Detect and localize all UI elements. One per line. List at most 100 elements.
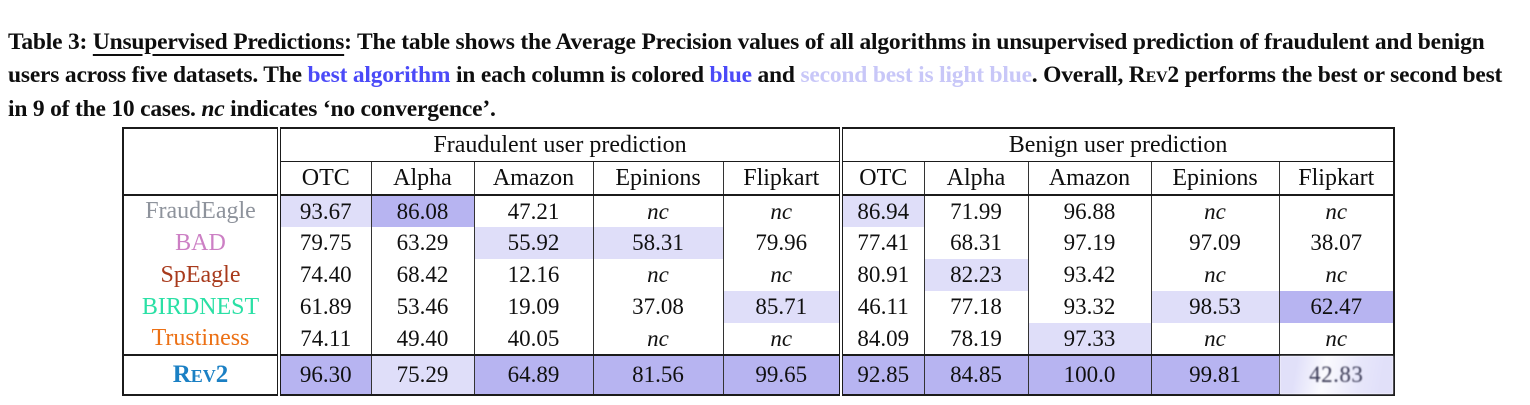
cell-fraudulent-amazon: 47.21 bbox=[473, 195, 593, 227]
cell-benign-epinions: nc bbox=[1150, 323, 1279, 355]
cell-benign-flipkart: nc bbox=[1278, 195, 1395, 227]
dataset-header-row: OTC Alpha Amazon Epinions Flipkart OTC A… bbox=[123, 161, 1395, 196]
caption-segment: Rev2 bbox=[1128, 62, 1179, 88]
table-row-trustiness: Trustiness 74.11 49.40 40.05 nc nc 84.09 78.19 9… bbox=[123, 323, 1395, 355]
caption-segment: and bbox=[751, 62, 801, 88]
table-row-rev2: Rev2 96.30 75.29 64.89 81.56 99.65 92.85 84.85 1… bbox=[123, 354, 1395, 395]
cell-benign-otc: 84.09 bbox=[839, 323, 924, 355]
table-row-speagle: SpEagle 74.40 68.42 12.16 nc nc 80.91 82.23 93.4… bbox=[123, 259, 1395, 291]
cell-fraudulent-otc: 61.89 bbox=[277, 291, 371, 323]
cell-fraudulent-epinions: 81.56 bbox=[592, 354, 723, 395]
table-row-bad: BAD 79.75 63.29 55.92 58.31 79.96 77.41 68.31 97… bbox=[123, 227, 1395, 259]
cell-fraudulent-flipkart: nc bbox=[722, 195, 841, 227]
cell-fraudulent-alpha: 63.29 bbox=[370, 227, 474, 259]
caption-segment: in each column is colored bbox=[450, 62, 710, 88]
table-row-birdnest: BIRDNEST 61.89 53.46 19.09 37.08 85.71 46.11 77… bbox=[123, 291, 1395, 323]
cell-fraudulent-amazon: 19.09 bbox=[473, 291, 593, 323]
caption-segment: . Overall, bbox=[1031, 62, 1129, 88]
cell-fraudulent-amazon: 55.92 bbox=[473, 227, 593, 259]
dataset-header-fraudulent-alpha: Alpha bbox=[370, 161, 474, 196]
caption-segment: indicates ‘no convergence’. bbox=[224, 95, 496, 122]
results-table: Fraudulent user prediction Benign user p… bbox=[122, 127, 1396, 396]
cell-benign-alpha: 78.19 bbox=[923, 323, 1028, 355]
group-header-benign: Benign user prediction bbox=[838, 128, 1395, 162]
cell-benign-amazon: 93.42 bbox=[1027, 259, 1151, 291]
dataset-header-benign-amazon: Amazon bbox=[1027, 161, 1151, 196]
dataset-header-fraudulent-amazon: Amazon bbox=[473, 161, 593, 196]
cell-fraudulent-amazon: 12.16 bbox=[473, 259, 593, 291]
cell-fraudulent-otc: 96.30 bbox=[277, 354, 371, 395]
group-header-row: Fraudulent user prediction Benign user p… bbox=[123, 128, 1395, 162]
caption-segment: Unsupervised Predictions bbox=[92, 28, 345, 55]
dataset-header-fraudulent-epinions: Epinions bbox=[592, 161, 723, 196]
cell-fraudulent-alpha: 86.08 bbox=[370, 195, 474, 227]
cell-fraudulent-alpha: 68.42 bbox=[370, 259, 474, 291]
caption-segment: second best is light blue bbox=[800, 62, 1032, 88]
cell-benign-epinions: 98.53 bbox=[1150, 291, 1279, 323]
dataset-header-benign-otc: OTC bbox=[839, 161, 924, 196]
cell-benign-amazon: 96.88 bbox=[1027, 195, 1151, 227]
empty-header-cell bbox=[123, 128, 279, 162]
cell-benign-epinions: nc bbox=[1150, 195, 1279, 227]
cell-fraudulent-epinions: nc bbox=[592, 323, 723, 355]
cell-benign-amazon: 97.33 bbox=[1027, 323, 1151, 355]
cell-fraudulent-otc: 79.75 bbox=[277, 227, 371, 259]
cell-benign-flipkart: nc bbox=[1278, 323, 1395, 355]
cell-fraudulent-flipkart: nc bbox=[722, 323, 841, 355]
cell-fraudulent-flipkart: 79.96 bbox=[722, 227, 841, 259]
cell-benign-flipkart: 62.47 bbox=[1278, 291, 1395, 323]
cell-fraudulent-otc: 74.11 bbox=[277, 323, 371, 355]
cell-benign-otc: 92.85 bbox=[839, 354, 924, 395]
dataset-header-benign-flipkart: Flipkart bbox=[1278, 161, 1395, 196]
cell-fraudulent-otc: 74.40 bbox=[277, 259, 371, 291]
cell-benign-amazon: 97.19 bbox=[1027, 227, 1151, 259]
cell-fraudulent-epinions: 37.08 bbox=[592, 291, 723, 323]
caption-segment: : The table shows the Average Precision … bbox=[8, 28, 1485, 89]
algorithm-label: BIRDNEST bbox=[141, 293, 260, 320]
cell-fraudulent-flipkart: nc bbox=[722, 259, 841, 291]
cell-fraudulent-epinions: 58.31 bbox=[592, 227, 723, 259]
cell-fraudulent-flipkart: 85.71 bbox=[722, 291, 841, 323]
dataset-header-fraudulent-otc: OTC bbox=[277, 161, 371, 196]
dataset-header-fraudulent-flipkart: Flipkart bbox=[722, 161, 841, 196]
cell-fraudulent-alpha: 75.29 bbox=[370, 354, 474, 395]
cell-benign-flipkart: 38.07 bbox=[1278, 227, 1395, 259]
cell-benign-alpha: 68.31 bbox=[923, 227, 1028, 259]
dataset-header-benign-epinions: Epinions bbox=[1150, 161, 1279, 196]
cell-benign-flipkart: nc bbox=[1278, 259, 1395, 291]
caption-segment: Table 3: bbox=[8, 28, 93, 55]
cell-fraudulent-otc: 93.67 bbox=[277, 195, 371, 227]
group-header-fraudulent: Fraudulent user prediction bbox=[277, 128, 841, 162]
algorithm-label: Rev2 bbox=[123, 354, 279, 395]
algorithm-label: SpEagle bbox=[160, 261, 241, 288]
cell-fraudulent-amazon: 40.05 bbox=[473, 323, 593, 355]
cell-benign-epinions: 97.09 bbox=[1150, 227, 1279, 259]
dataset-header-benign-alpha: Alpha bbox=[923, 161, 1028, 196]
empty-header-cell bbox=[123, 161, 279, 196]
cell-fraudulent-epinions: nc bbox=[592, 195, 723, 227]
cell-benign-otc: 77.41 bbox=[839, 227, 924, 259]
caption-segment: blue bbox=[709, 62, 753, 88]
algorithm-label: FraudEagle bbox=[145, 198, 256, 224]
cell-benign-epinions: nc bbox=[1150, 259, 1279, 291]
cell-fraudulent-epinions: nc bbox=[592, 259, 723, 291]
caption-segment: nc bbox=[201, 95, 225, 122]
cell-benign-alpha: 84.85 bbox=[923, 354, 1028, 395]
cell-benign-flipkart: 42.83 bbox=[1278, 354, 1395, 395]
table-caption: Table 3: Unsupervised Predictions: The t… bbox=[8, 26, 1526, 127]
cell-benign-amazon: 100.0 bbox=[1027, 354, 1151, 395]
cell-benign-otc: 46.11 bbox=[839, 291, 924, 323]
caption-segment: best algorithm bbox=[307, 62, 451, 88]
algorithm-label: BAD bbox=[175, 229, 226, 256]
cell-benign-alpha: 77.18 bbox=[923, 291, 1028, 323]
cell-fraudulent-amazon: 64.89 bbox=[473, 354, 593, 395]
cell-fraudulent-alpha: 49.40 bbox=[370, 323, 474, 355]
cell-benign-alpha: 71.99 bbox=[923, 195, 1028, 227]
caption-segment: performs the best or second best in 9 of… bbox=[8, 62, 1503, 122]
cell-benign-otc: 86.94 bbox=[839, 195, 924, 227]
cell-benign-otc: 80.91 bbox=[839, 259, 924, 291]
cell-benign-epinions: 99.81 bbox=[1150, 354, 1279, 395]
algorithm-label: Trustiness bbox=[151, 325, 250, 351]
cell-benign-amazon: 93.32 bbox=[1027, 291, 1151, 323]
